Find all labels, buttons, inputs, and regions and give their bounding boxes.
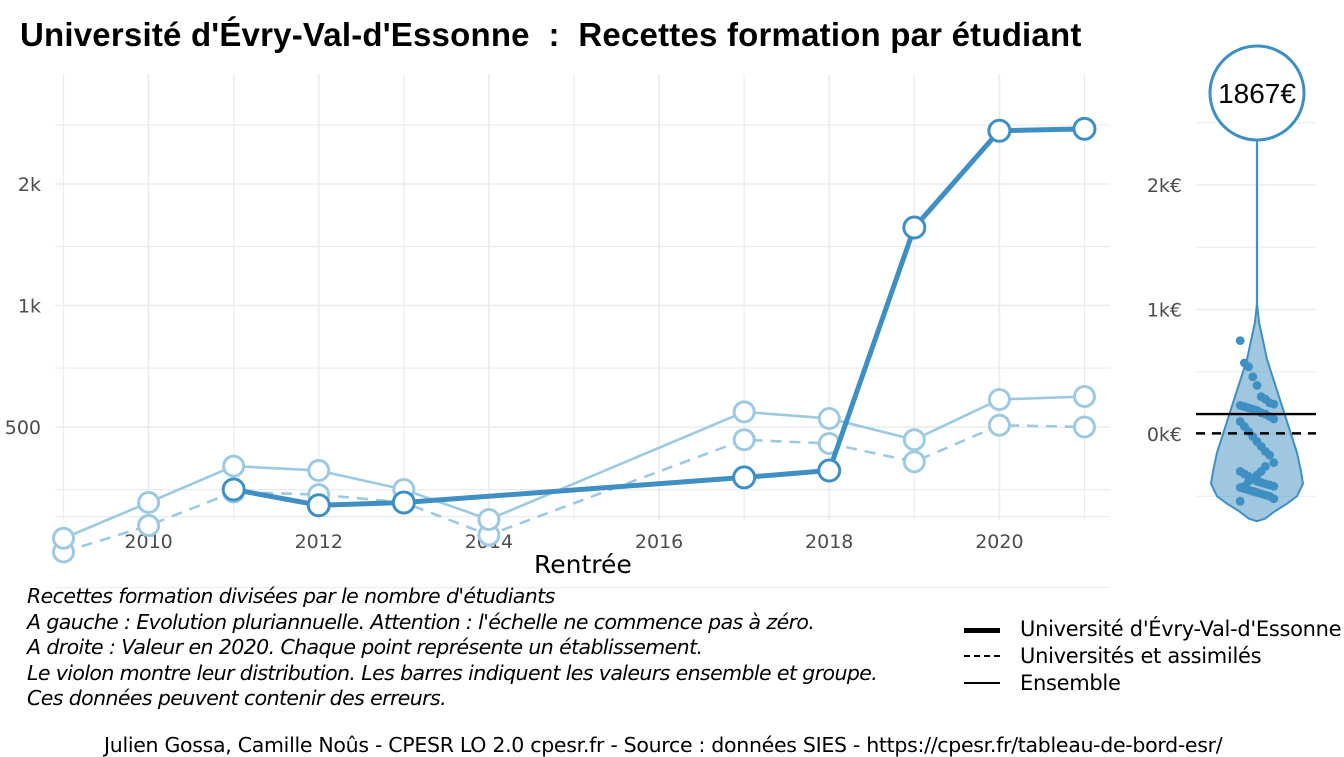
violin-point xyxy=(1252,381,1262,390)
value-bubble xyxy=(1208,44,1306,142)
violin-point xyxy=(1269,414,1279,424)
data-point xyxy=(307,459,331,483)
data-point xyxy=(1072,116,1097,141)
note-line: Ces données peuvent contenir des erreurs… xyxy=(27,686,447,710)
series-layer xyxy=(52,116,1097,564)
data-point xyxy=(137,491,161,515)
note-line: A gauche : Evolution pluriannuelle. Atte… xyxy=(27,609,815,634)
legend-key-thin xyxy=(962,670,1002,697)
violin-y-tick-label: 1k€ xyxy=(1147,300,1182,322)
violin-point xyxy=(1261,461,1270,471)
data-point xyxy=(306,493,331,518)
violin-y-tick-label: 2k€ xyxy=(1147,175,1182,197)
legend-item: Université d'Évry-Val-d'Essonne xyxy=(962,616,1342,643)
violin-point xyxy=(1235,496,1245,506)
x-tick-label: 2018 xyxy=(805,531,853,553)
data-point xyxy=(987,118,1012,143)
data-point xyxy=(902,428,926,452)
x-tick-label: 2010 xyxy=(124,531,172,553)
legend-label: Université d'Évry-Val-d'Essonne xyxy=(1020,617,1342,641)
x-tick-label: 2012 xyxy=(295,531,343,553)
source-caption: Julien Gossa, Camille Noûs - CPESR LO 2.… xyxy=(104,733,1223,757)
data-point xyxy=(732,465,757,490)
data-point xyxy=(137,514,161,538)
data-point xyxy=(902,215,927,240)
violin-point xyxy=(1248,486,1258,496)
data-point xyxy=(221,477,246,502)
note-line: A droite : Valeur en 2020. Chaque point … xyxy=(27,635,703,659)
violin-panel: 0k€ 1k€ 2k€ 1867€ xyxy=(1147,44,1316,523)
violin-point xyxy=(1265,450,1274,460)
data-point xyxy=(1072,385,1096,409)
y-tick-label: 1k xyxy=(18,296,41,318)
legend-item: Universités et assimilés xyxy=(962,643,1341,670)
series-line xyxy=(233,126,1085,508)
violin-point xyxy=(1244,362,1253,372)
data-point xyxy=(732,400,756,424)
x-tick-label: 2020 xyxy=(975,531,1023,553)
data-point xyxy=(1072,415,1096,439)
chart-title: Université d'Évry-Val-d'Essonne : Recett… xyxy=(20,16,1082,53)
x-axis-label: Rentrée xyxy=(534,550,632,579)
legend-key-thick xyxy=(962,616,1002,643)
data-point xyxy=(52,526,76,550)
data-point xyxy=(817,406,841,430)
axes: 5001k2k201020122014201620182020 xyxy=(5,174,1024,553)
violin-point xyxy=(1269,494,1279,504)
violin-y-tick-label: 0k€ xyxy=(1147,424,1182,446)
violin-point xyxy=(1244,476,1253,486)
y-tick-label: 2k xyxy=(18,174,41,196)
x-tick-label: 2016 xyxy=(635,531,683,553)
legend-label: Universités et assimilés xyxy=(1020,644,1262,668)
data-point xyxy=(987,387,1011,411)
legend-item: Ensemble xyxy=(962,670,1341,697)
violin-point xyxy=(1235,336,1245,346)
value-label: 1867€ xyxy=(1218,78,1296,109)
notes: Recettes formation divisées par le nombr… xyxy=(27,584,878,712)
y-tick-label: 500 xyxy=(5,417,41,439)
note-line: Recettes formation divisées par le nombr… xyxy=(27,584,555,608)
data-point xyxy=(902,450,926,474)
data-point xyxy=(732,428,756,452)
legend-key-dashed xyxy=(962,643,1002,670)
violin-point xyxy=(1248,372,1258,382)
legend-label: Ensemble xyxy=(1020,671,1121,695)
legend: Université d'Évry-Val-d'Essonne Universi… xyxy=(962,616,1342,697)
violin-point xyxy=(1269,399,1279,409)
violin-point xyxy=(1269,458,1279,468)
data-point xyxy=(222,454,246,478)
grid xyxy=(55,74,1110,589)
data-point xyxy=(477,507,501,531)
data-point xyxy=(817,458,842,483)
note-line: Le violon montre leur distribution. Les … xyxy=(27,660,878,685)
violin-point xyxy=(1269,481,1279,491)
data-point xyxy=(987,413,1011,437)
data-point xyxy=(391,490,416,515)
